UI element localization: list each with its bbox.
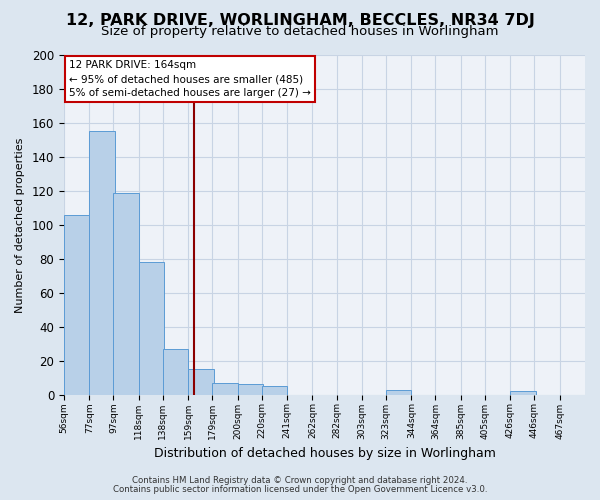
X-axis label: Distribution of detached houses by size in Worlingham: Distribution of detached houses by size … (154, 447, 496, 460)
Y-axis label: Number of detached properties: Number of detached properties (15, 137, 25, 312)
Text: Size of property relative to detached houses in Worlingham: Size of property relative to detached ho… (101, 25, 499, 38)
Bar (163, 349, 188, 395)
Bar (64, 214, 89, 394)
Bar (113, 192, 139, 394)
Bar (188, 369, 214, 394)
Bar (212, 383, 238, 394)
Text: Contains public sector information licensed under the Open Government Licence v3: Contains public sector information licen… (113, 485, 487, 494)
Text: Contains HM Land Registry data © Crown copyright and database right 2024.: Contains HM Land Registry data © Crown c… (132, 476, 468, 485)
Bar (238, 384, 263, 394)
Bar (262, 386, 287, 394)
Bar (386, 390, 412, 394)
Bar (89, 132, 115, 394)
Text: 12 PARK DRIVE: 164sqm
← 95% of detached houses are smaller (485)
5% of semi-deta: 12 PARK DRIVE: 164sqm ← 95% of detached … (69, 60, 311, 98)
Bar (510, 392, 536, 394)
Bar (139, 262, 164, 394)
Text: 12, PARK DRIVE, WORLINGHAM, BECCLES, NR34 7DJ: 12, PARK DRIVE, WORLINGHAM, BECCLES, NR3… (65, 12, 535, 28)
